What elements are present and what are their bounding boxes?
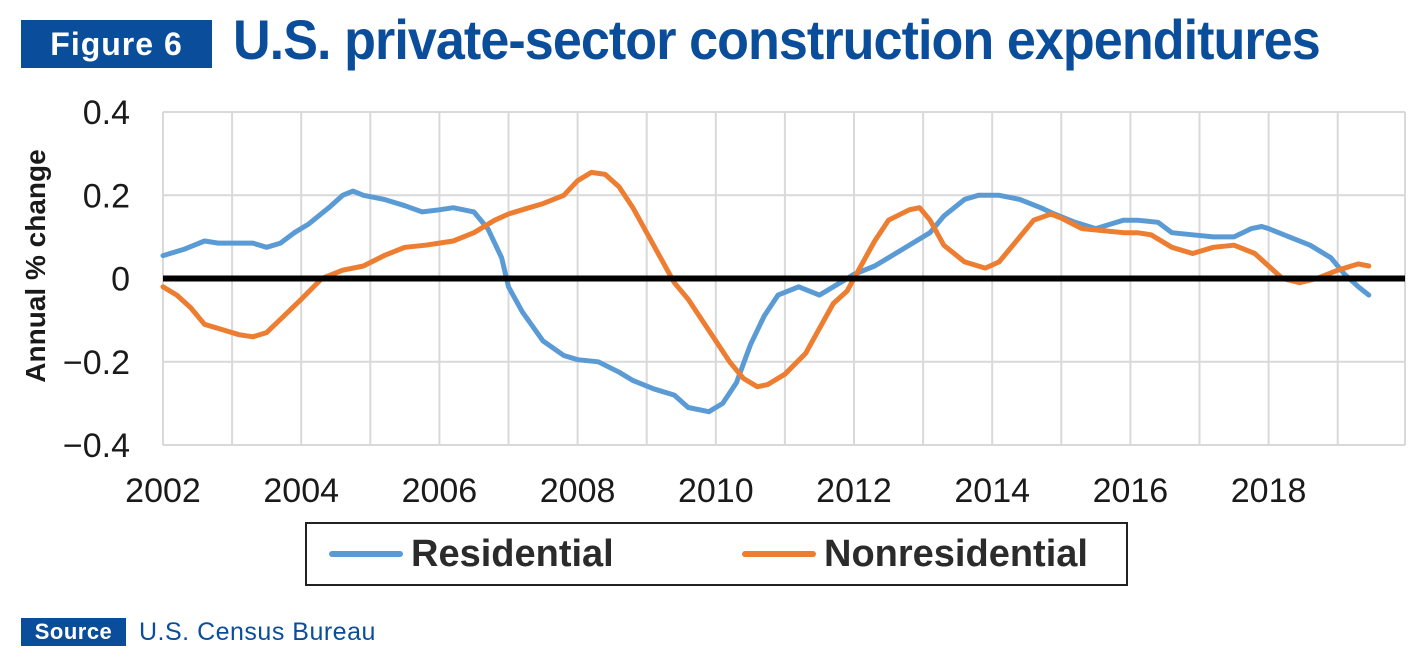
series-line-nonresidential: [160, 169, 1372, 390]
figure-badge: Figure 6: [21, 20, 212, 68]
source-text: U.S. Census Bureau: [139, 618, 376, 646]
legend-label-nonresidential: Nonresidential: [824, 532, 1088, 575]
series-layer: [160, 169, 1372, 415]
x-tick-label: 2006: [402, 472, 478, 510]
legend-item-nonresidential: Nonresidential: [742, 524, 1088, 584]
x-tick-label: 2012: [816, 472, 892, 510]
source-badge: Source: [21, 618, 126, 646]
y-tick-label: 0: [111, 261, 130, 299]
legend-swatch-nonresidential: [742, 551, 816, 557]
x-tick-label: 2016: [1093, 472, 1169, 510]
y-tick-label: −0.2: [63, 344, 130, 382]
x-tick-label: 2008: [540, 472, 616, 510]
y-tick-label: 0.2: [83, 177, 130, 215]
x-tick-label: 2018: [1231, 472, 1307, 510]
x-tick-label: 2010: [678, 472, 754, 510]
legend-swatch-residential: [329, 551, 403, 557]
figure-title: U.S. private-sector construction expendi…: [233, 8, 1321, 71]
y-tick-label: 0.4: [83, 94, 130, 132]
x-tick-label: 2004: [263, 472, 339, 510]
y-axis-label: Annual % change: [20, 149, 51, 382]
y-tick-label: −0.4: [63, 427, 130, 465]
x-tick-label: 2014: [954, 472, 1030, 510]
x-tick-label: 2002: [125, 472, 201, 510]
legend-item-residential: Residential: [329, 524, 614, 584]
legend-label-residential: Residential: [411, 532, 614, 575]
series-line-residential: [160, 188, 1372, 415]
y-tick-labels: 0.4 0.2 0 −0.2 −0.4: [63, 94, 130, 465]
x-tick-labels: 2002 2004 2006 2008 2010 2012 2014 2016 2018: [125, 472, 1306, 510]
chart-legend: Residential Nonresidential: [305, 522, 1128, 586]
